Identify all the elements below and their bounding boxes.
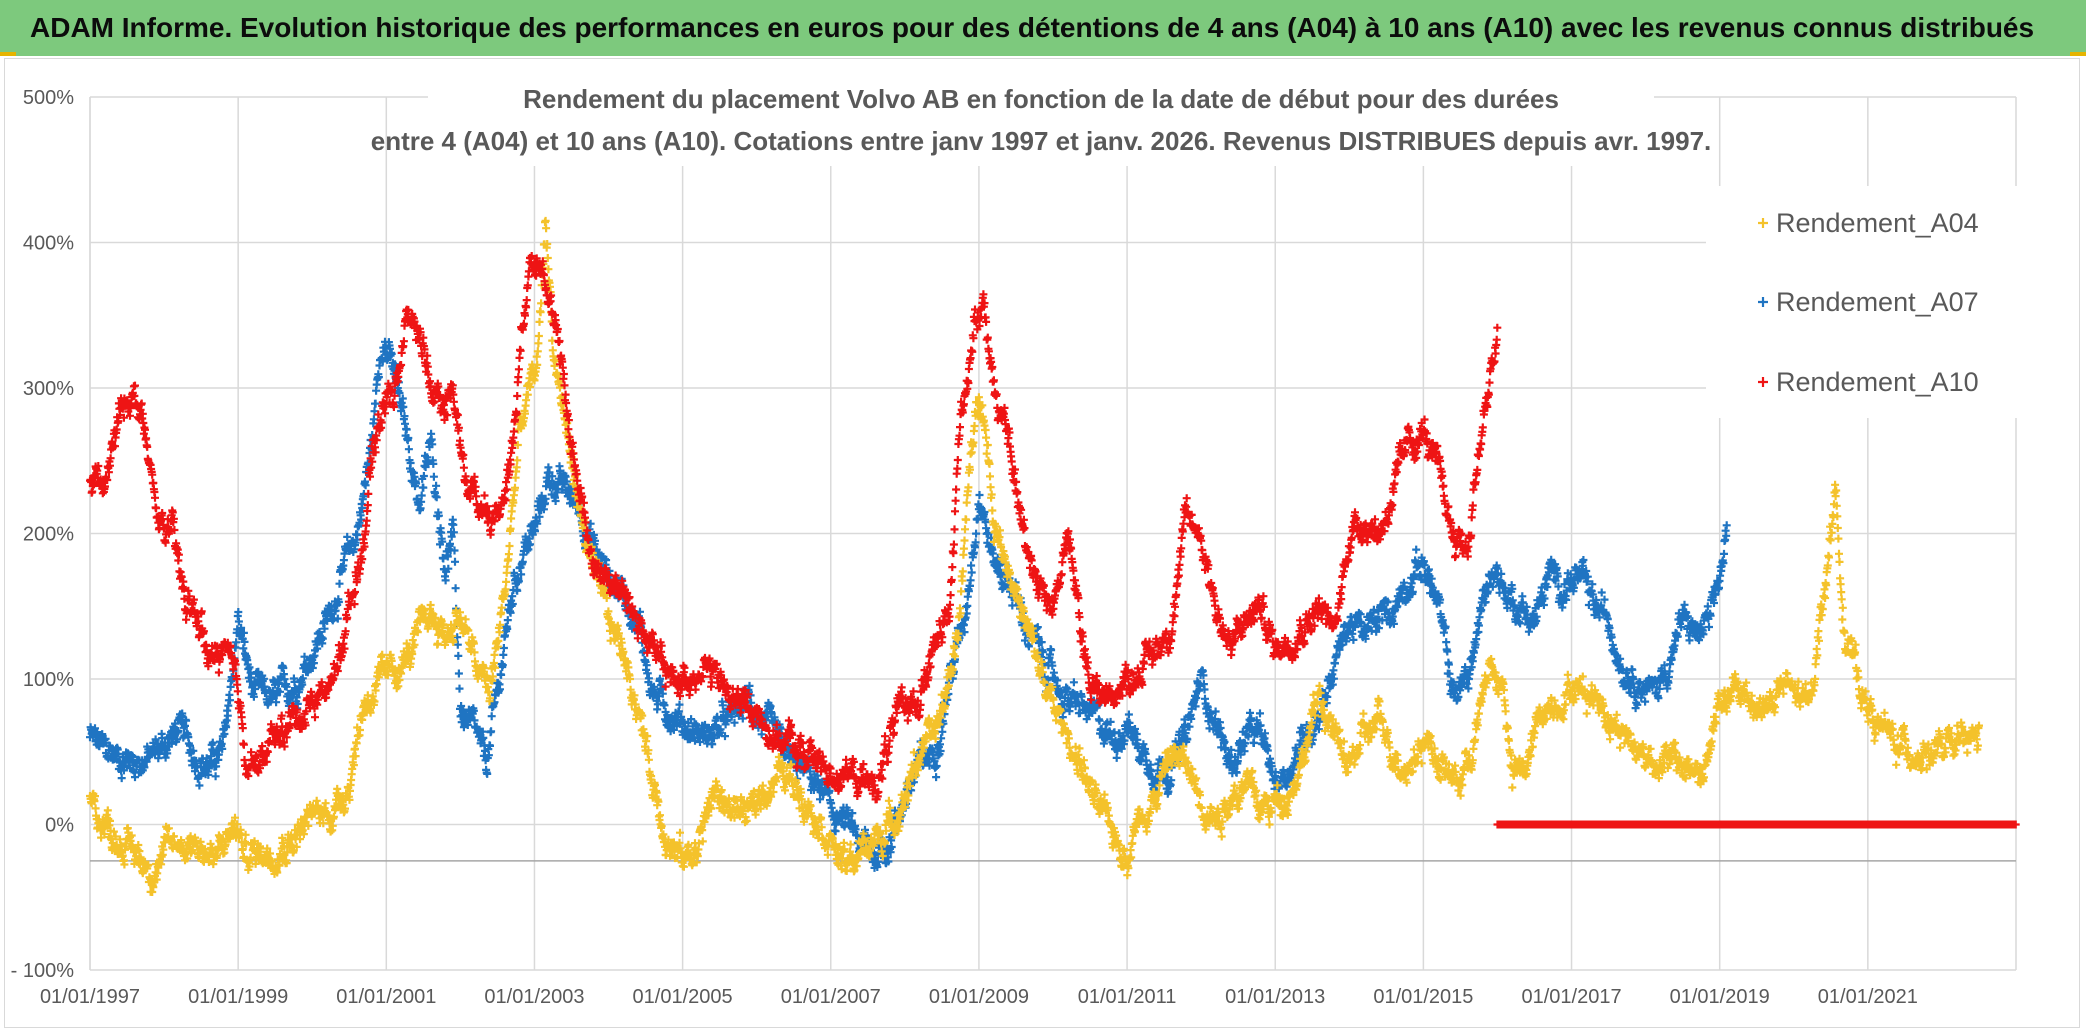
legend-item-a04: Rendement_A04 [1758,208,1979,238]
legend-item-a07: Rendement_A07 [1758,287,1979,317]
x-tick-label: 01/01/2007 [781,986,881,1008]
chart-title-line2: entre 4 (A04) et 10 ans (A10). Cotations… [371,126,1712,156]
x-tick-label: 01/01/2021 [1818,986,1918,1008]
x-tick-label: 01/01/2013 [1225,986,1325,1008]
series-rendement-a10 [1493,820,2020,829]
x-tick-label: 01/01/2019 [1670,986,1770,1008]
data-point [1493,820,2020,829]
y-tick-label: 0% [45,815,74,837]
banner-title: ADAM Informe. Evolution historique des p… [30,12,2035,43]
banner-accent-right [2070,52,2086,56]
y-tick-label: 100% [23,669,74,691]
y-tick-label: 300% [23,378,74,400]
x-tick-label: 01/01/2005 [633,986,733,1008]
series-rendement-a10 [86,252,1502,804]
legend-marker [1758,377,1768,387]
chart-title-background [428,84,1654,166]
legend-label: Rendement_A04 [1776,208,1979,238]
legend: Rendement_A04 Rendement_A07 Rendement_A10 [1706,186,2024,418]
points-layer [86,216,2020,896]
legend-label: Rendement_A07 [1776,287,1979,317]
x-tick-label: 01/01/2003 [484,986,584,1008]
x-tick-label: 01/01/2015 [1373,986,1473,1008]
report-banner: ADAM Informe. Evolution historique des p… [0,0,2086,56]
y-tick-label: 200% [23,524,74,546]
data-point [86,216,1983,896]
x-tick-label: 01/01/2009 [929,986,1029,1008]
x-tick-label: 01/01/1999 [188,986,288,1008]
x-tick-label: 01/01/2011 [1078,986,1177,1008]
data-point [86,252,1502,804]
y-tick-label: - 100% [11,960,75,982]
banner-accent-left [0,52,16,56]
series-rendement-a04 [86,216,1983,896]
legend-marker [1758,218,1768,228]
grid-layer [89,96,2016,971]
x-tick-label: 01/01/2017 [1521,986,1621,1008]
y-tick-label: 500% [23,87,74,109]
x-tick-label: 01/01/1997 [40,986,140,1008]
y-tick-label: 400% [23,233,74,255]
chart-title-line1: Rendement du placement Volvo AB en fonct… [523,84,1559,114]
axis-layer: - 100% 0% 100% 200% 300% 400% 500% 01/01/1997 01… [11,87,2017,1008]
x-tick-label: 01/01/2001 [336,986,436,1008]
legend-marker [1758,297,1768,307]
legend-label: Rendement_A10 [1776,367,1979,397]
chart-frame [4,58,2080,1028]
legend-item-a10: Rendement_A10 [1758,367,1979,397]
